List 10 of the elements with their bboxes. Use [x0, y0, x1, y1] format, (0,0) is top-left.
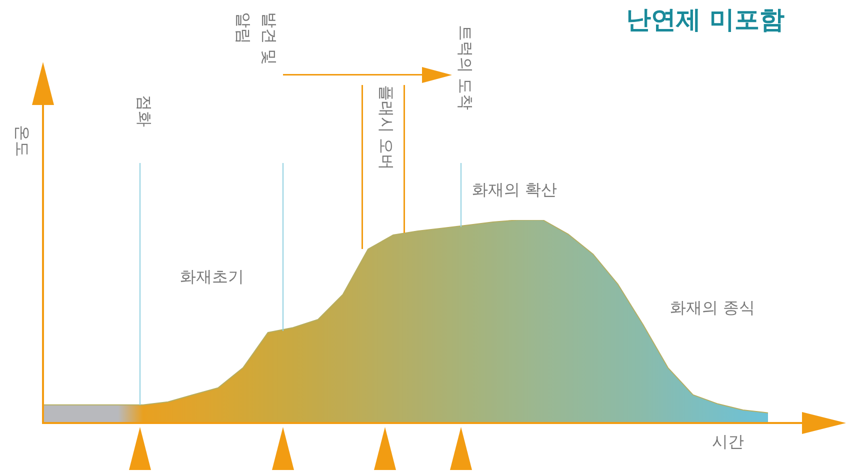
text: 트럭의 도착: [455, 25, 476, 112]
text: 화재의 확산: [472, 180, 558, 200]
annotation: 화재의 종식: [670, 298, 756, 318]
chart-title: 난연제 미포함: [626, 4, 785, 36]
x-axis-title: 시간: [712, 432, 744, 452]
y-axis-title: 온도: [12, 125, 32, 157]
annotation: 화재초기: [180, 267, 244, 287]
text: 플래시 오버: [376, 85, 397, 172]
text: 점화: [134, 95, 155, 129]
text: 발견 및 알림: [233, 12, 280, 68]
